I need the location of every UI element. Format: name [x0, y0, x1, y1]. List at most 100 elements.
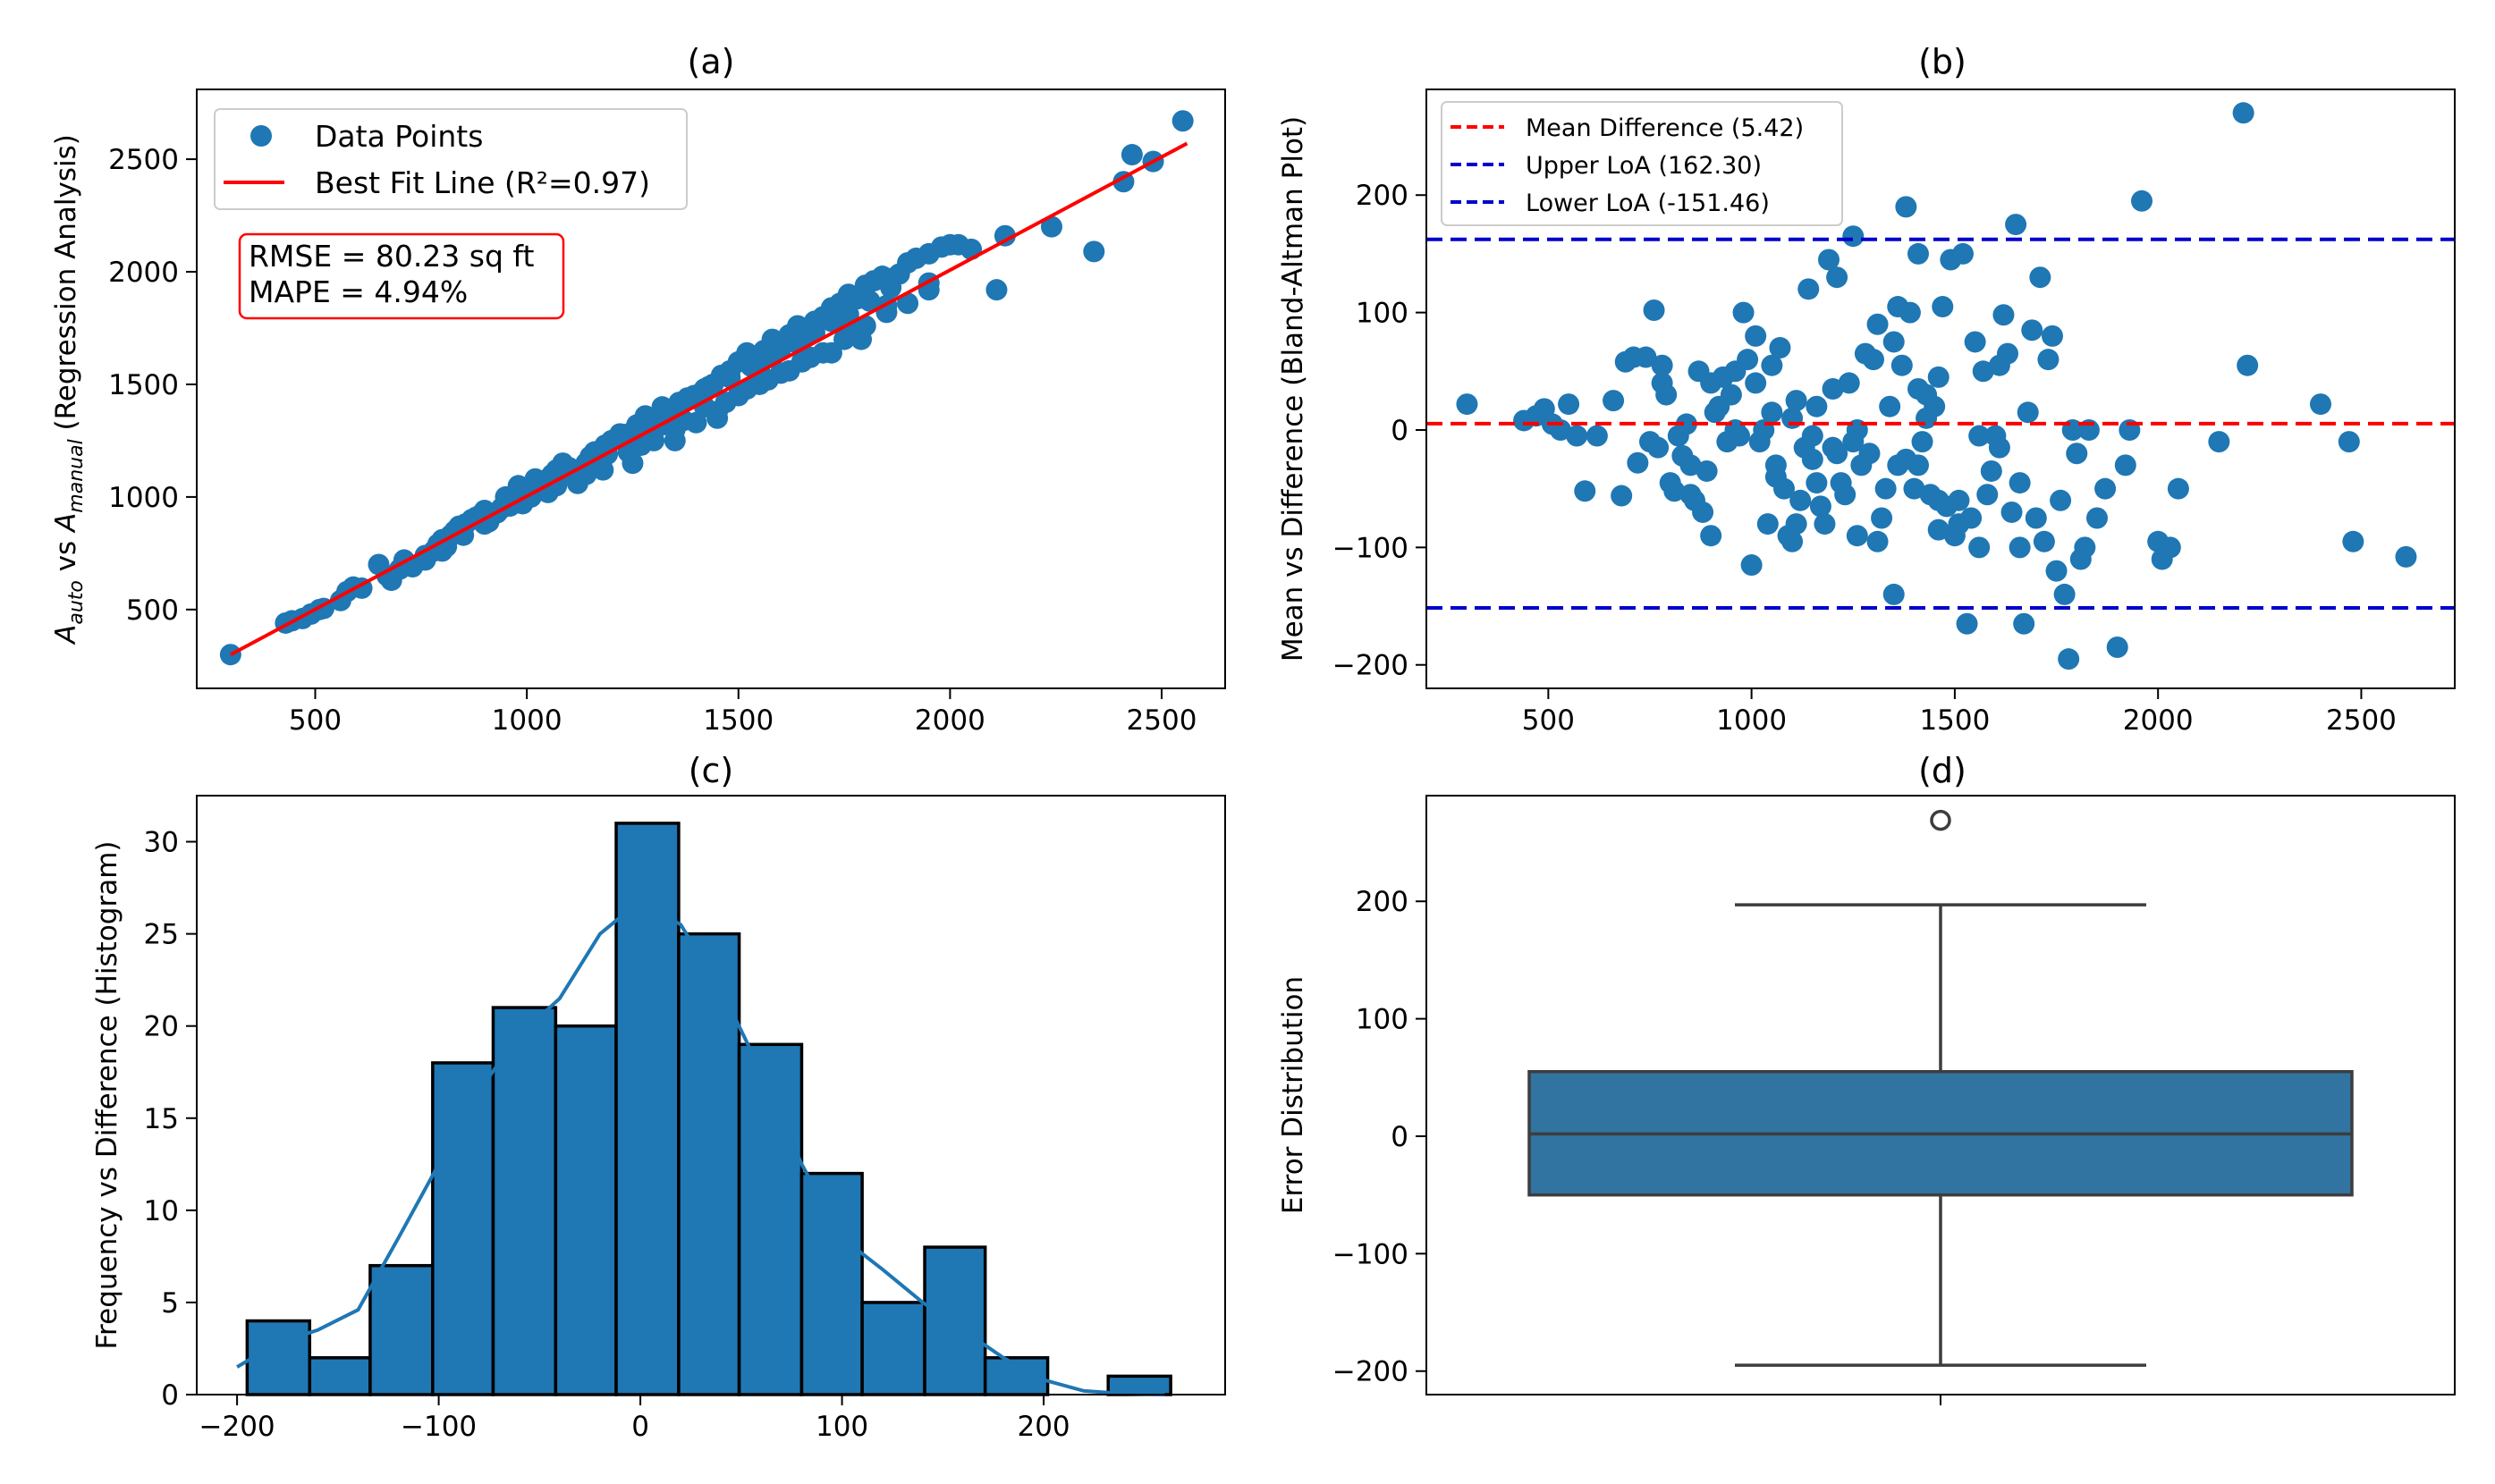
panel-b-point	[1769, 337, 1791, 359]
panel-b-point	[1789, 489, 1812, 511]
panel-a-point	[622, 452, 644, 475]
panel-b: (b) 500 1000 1500 2000 2500 −200−1000100200 …	[1277, 42, 2456, 737]
panel-a: (a) 500 1000 1500 2000 2500 500 1000 1500 2000 2…	[50, 42, 1226, 737]
panel-a-x-tick-label-3: 2000	[915, 704, 985, 737]
panel-b-point	[2013, 612, 2035, 635]
panel-a-points	[219, 110, 1194, 666]
panel-b-point	[1988, 436, 2010, 459]
panel-b-point	[1882, 583, 1905, 605]
panel-b-point	[1603, 390, 1625, 412]
panel-a-title: (a)	[688, 42, 735, 81]
panel-b-point	[1806, 472, 1828, 494]
panel-a-point	[1121, 144, 1143, 166]
panel-d-title: (d)	[1918, 751, 1966, 790]
panel-b-point	[1801, 425, 1823, 447]
panel-b-point	[2094, 477, 2117, 500]
panel-b-point	[1797, 278, 1820, 300]
panel-a-plot-frame	[196, 89, 1226, 689]
panel-b-point	[2045, 560, 2068, 582]
panel-a-ylabel-suffix: (Regression Analysis)	[50, 134, 82, 439]
panel-b-point	[1785, 513, 1807, 535]
panel-b-point	[2058, 648, 2080, 670]
panel-a-stats-box: RMSE = 80.23 sq ft MAPE = 4.94%	[238, 232, 565, 320]
panel-b-point	[1988, 354, 2010, 376]
panel-b-legend-label-mean: Mean Difference (5.42)	[1526, 114, 1804, 142]
panel-b-points	[1456, 102, 2417, 670]
panel-c-bar-6	[614, 822, 681, 1396]
panel-a-point	[778, 359, 800, 382]
panel-c-y-tick-label-3: 15	[144, 1103, 179, 1135]
panel-d-y-tick-label-0: −200	[1332, 1356, 1408, 1388]
panel-b-point	[1838, 372, 1860, 394]
panel-a-point	[880, 276, 902, 299]
panel-b-point	[1818, 249, 1840, 271]
panel-b-point	[2167, 477, 2189, 500]
panel-b-point	[1732, 301, 1755, 324]
panel-b-point	[1826, 443, 1848, 465]
panel-b-point	[1964, 331, 1986, 353]
panel-d-y-tick-label-4: 200	[1356, 886, 1408, 918]
panel-a-point	[842, 322, 864, 344]
panel-b-point	[1773, 477, 1795, 500]
panel-a-point	[799, 346, 822, 368]
panel-b-point	[1675, 413, 1697, 435]
panel-c-x-tick-label-3: 100	[816, 1411, 868, 1443]
panel-a-point	[524, 468, 546, 490]
panel-c-x-tick-label-0: −200	[199, 1411, 275, 1443]
panel-b-point	[1871, 507, 1893, 529]
panel-b-point	[2042, 325, 2063, 347]
panel-a-point	[664, 429, 686, 451]
panel-b-x-tick-label-0: 500	[1522, 704, 1575, 737]
panel-b-point	[1781, 530, 1804, 552]
panel-b-point	[1761, 401, 1783, 424]
panel-a-ylabel-sub1: auto	[65, 580, 88, 625]
panel-b-point	[1611, 485, 1633, 507]
panel-c-y-tick-label-1: 5	[161, 1287, 179, 1320]
panel-a-point	[994, 224, 1016, 247]
panel-a-point	[820, 341, 842, 364]
panel-b-y-tick-label-0: −200	[1332, 650, 1408, 682]
panel-b-point	[2114, 454, 2136, 476]
panel-b-point	[1907, 454, 1929, 476]
panel-b-point	[1655, 384, 1678, 406]
panel-b-point	[1566, 425, 1588, 447]
panel-b-point	[1814, 513, 1836, 535]
panel-a-x-tick-label-4: 2500	[1127, 704, 1197, 737]
panel-c-kde-curve	[236, 898, 1165, 1396]
panel-b-point	[1809, 495, 1831, 518]
panel-b-y-ticks: −200 −100 0 100 200	[1332, 180, 1426, 682]
panel-b-point	[1866, 530, 1889, 552]
panel-b-point	[1806, 395, 1828, 417]
panel-b-point	[1586, 425, 1608, 447]
panel-a-point	[452, 524, 475, 546]
panel-b-title: (b)	[1918, 42, 1966, 81]
panel-a-point	[858, 290, 881, 312]
panel-b-point	[2106, 637, 2128, 659]
panel-c-bars	[245, 822, 1172, 1396]
panel-b-point	[2017, 401, 2039, 424]
panel-b-point	[2159, 536, 2181, 559]
panel-c-x-ticks: −200 −100 0 100 200	[199, 1395, 1070, 1443]
panel-b-point	[1960, 507, 1983, 529]
panel-b-point	[1903, 477, 1925, 500]
panel-a-point	[634, 411, 656, 434]
panel-d-y-axis-label: Error Distribution	[1277, 976, 1309, 1214]
panel-b-point	[1846, 525, 1868, 547]
panel-b-point	[1842, 225, 1865, 248]
panel-b-point	[1932, 296, 1954, 318]
panel-b-point	[1756, 513, 1779, 535]
panel-b-point	[2033, 530, 2055, 552]
panel-b-point	[1764, 454, 1787, 476]
panel-d: (d) −200 −100 0 100 200 Error Distribution	[1277, 751, 2456, 1405]
panel-a-ylabel-prefix: A	[50, 625, 82, 645]
panel-a-ylabel-prefix2: A	[50, 513, 82, 534]
panel-b-point	[1822, 378, 1844, 400]
panel-b-point	[1992, 304, 2015, 326]
panel-b-point	[1948, 489, 1970, 511]
panel-b-point	[1927, 519, 1949, 541]
panel-a-point	[1083, 240, 1105, 263]
panel-b-point	[1907, 378, 1929, 400]
panel-a-point	[698, 375, 720, 398]
panel-c-y-axis-label: Frequency vs Difference (Histogram)	[91, 840, 123, 1349]
panel-b-point	[1456, 393, 1478, 416]
